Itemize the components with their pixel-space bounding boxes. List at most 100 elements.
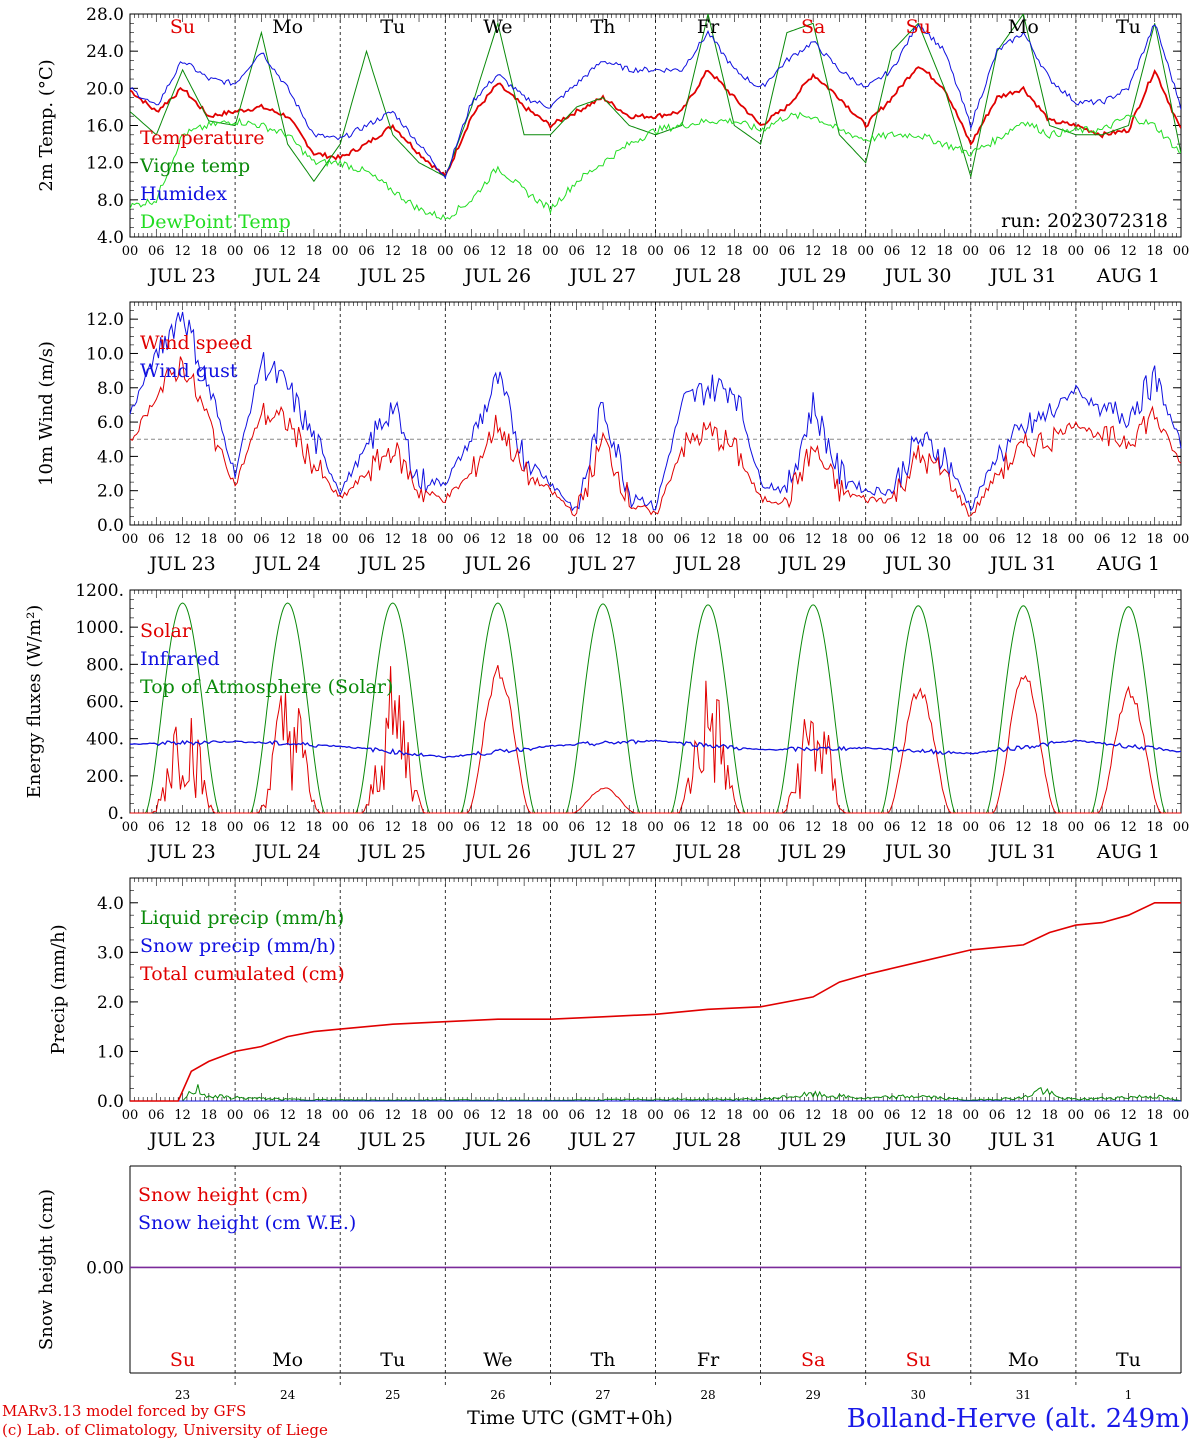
run-annotation: run: 2023072318 bbox=[1001, 210, 1168, 232]
y-tick-label: 2.0 bbox=[97, 482, 124, 502]
x-hour-label: 12 bbox=[700, 532, 717, 547]
y-tick-label: 20.0 bbox=[86, 79, 124, 99]
x-hour-label: 00 bbox=[1173, 244, 1190, 259]
x-hour-label: 00 bbox=[1173, 1108, 1190, 1123]
x-hour-label: 06 bbox=[463, 532, 480, 547]
day-number-label: 29 bbox=[806, 1388, 821, 1402]
y-tick-label: 800. bbox=[86, 655, 124, 675]
x-hour-label: 06 bbox=[884, 532, 901, 547]
x-date-label: JUL 31 bbox=[988, 1129, 1056, 1151]
y-tick-label: 200. bbox=[86, 767, 124, 787]
x-hour-label: 06 bbox=[148, 820, 165, 835]
x-date-label: JUL 24 bbox=[252, 841, 320, 863]
x-hour-label: 00 bbox=[752, 1108, 769, 1123]
y-tick-label: 8.0 bbox=[97, 191, 124, 211]
y-tick-label: 10.0 bbox=[86, 344, 124, 364]
x-hour-label: 00 bbox=[332, 532, 349, 547]
x-hour-label: 00 bbox=[332, 244, 349, 259]
x-hour-label: 06 bbox=[253, 532, 270, 547]
day-name-label: Tu bbox=[380, 1349, 405, 1371]
y-tick-label: 8.0 bbox=[97, 379, 124, 399]
x-hour-label: 06 bbox=[463, 244, 480, 259]
x-hour-label: 06 bbox=[358, 244, 375, 259]
day-name-label: Tu bbox=[1116, 16, 1141, 38]
day-name-label: Mo bbox=[1008, 16, 1039, 38]
x-hour-label: 06 bbox=[358, 532, 375, 547]
day-number-label: 25 bbox=[385, 1388, 400, 1402]
x-hour-label: 18 bbox=[306, 820, 323, 835]
plot-frame bbox=[129, 301, 1182, 526]
x-date-label: JUL 31 bbox=[988, 265, 1056, 287]
x-hour-label: 18 bbox=[726, 244, 743, 259]
legend-entry: Wind speed bbox=[140, 332, 252, 354]
x-hour-label: 06 bbox=[1094, 244, 1111, 259]
x-hour-label: 00 bbox=[647, 820, 664, 835]
x-hour-label: 12 bbox=[490, 820, 507, 835]
x-hour-label: 00 bbox=[752, 532, 769, 547]
x-date-label: JUL 25 bbox=[358, 1129, 426, 1151]
day-name-label: Fr bbox=[697, 16, 720, 38]
x-hour-label: 00 bbox=[647, 532, 664, 547]
x-hour-label: 18 bbox=[726, 532, 743, 547]
x-hour-label: 18 bbox=[516, 532, 533, 547]
series-line-2 bbox=[130, 23, 1181, 180]
x-date-label: JUL 29 bbox=[778, 1129, 846, 1151]
x-hour-label: 12 bbox=[805, 820, 822, 835]
legend-entry: Wind gust bbox=[140, 360, 238, 382]
x-date-label: JUL 24 bbox=[252, 265, 320, 287]
x-hour-label: 18 bbox=[831, 532, 848, 547]
day-name-label: We bbox=[483, 1349, 512, 1371]
legend-entry: Infrared bbox=[140, 648, 220, 670]
day-name-label: Sa bbox=[801, 16, 825, 38]
x-hour-label: 00 bbox=[963, 532, 980, 547]
y-tick-label: 0. bbox=[108, 804, 124, 824]
y-tick-label: 6.0 bbox=[97, 413, 124, 433]
x-hour-label: 00 bbox=[542, 1108, 559, 1123]
x-date-label: JUL 26 bbox=[463, 265, 531, 287]
x-hour-label: 00 bbox=[1173, 820, 1190, 835]
x-hour-label: 00 bbox=[122, 1108, 139, 1123]
x-date-label: AUG 1 bbox=[1096, 1129, 1160, 1151]
x-hour-label: 18 bbox=[306, 532, 323, 547]
x-hour-label: 06 bbox=[148, 1108, 165, 1123]
x-hour-label: 06 bbox=[1094, 820, 1111, 835]
x-hour-label: 18 bbox=[621, 532, 638, 547]
x-hour-label: 12 bbox=[595, 820, 612, 835]
y-tick-label: 16.0 bbox=[86, 117, 124, 137]
x-hour-label: 06 bbox=[568, 1108, 585, 1123]
x-hour-label: 12 bbox=[700, 820, 717, 835]
x-hour-label: 18 bbox=[306, 244, 323, 259]
x-hour-label: 12 bbox=[279, 244, 296, 259]
x-hour-label: 18 bbox=[621, 244, 638, 259]
x-hour-label: 12 bbox=[700, 244, 717, 259]
day-name-label: Su bbox=[906, 16, 931, 38]
x-hour-label: 12 bbox=[174, 244, 191, 259]
x-hour-label: 12 bbox=[384, 1108, 401, 1123]
panel-energy: 0. 200. 400. 600. 800. 1000. 1200. Energy fluxe… bbox=[24, 581, 1189, 863]
day-number-label: 27 bbox=[595, 1388, 610, 1402]
x-hour-label: 06 bbox=[358, 1108, 375, 1123]
x-hour-label: 00 bbox=[1173, 532, 1190, 547]
x-hour-label: 12 bbox=[595, 244, 612, 259]
x-hour-label: 18 bbox=[1146, 1108, 1163, 1123]
plot-frame bbox=[129, 589, 1182, 814]
x-hour-label: 12 bbox=[1120, 532, 1137, 547]
y-tick-label: 1.0 bbox=[97, 1042, 124, 1062]
x-hour-label: 12 bbox=[490, 244, 507, 259]
x-hour-label: 06 bbox=[253, 1108, 270, 1123]
x-hour-label: 00 bbox=[752, 820, 769, 835]
x-hour-label: 12 bbox=[279, 820, 296, 835]
x-hour-label: 06 bbox=[989, 244, 1006, 259]
x-hour-label: 00 bbox=[332, 820, 349, 835]
x-hour-label: 18 bbox=[201, 244, 218, 259]
x-date-label: JUL 28 bbox=[673, 841, 741, 863]
y-axis-label: Snow height (cm) bbox=[36, 1189, 57, 1350]
x-hour-label: 18 bbox=[1041, 820, 1058, 835]
x-hour-label: 12 bbox=[700, 1108, 717, 1123]
x-hour-label: 00 bbox=[122, 532, 139, 547]
x-hour-label: 18 bbox=[936, 532, 953, 547]
day-name-label: Mo bbox=[272, 1349, 303, 1371]
x-date-label: JUL 28 bbox=[673, 1129, 741, 1151]
y-tick-label: 0.0 bbox=[97, 1092, 124, 1112]
day-name-label: Su bbox=[906, 1349, 931, 1371]
